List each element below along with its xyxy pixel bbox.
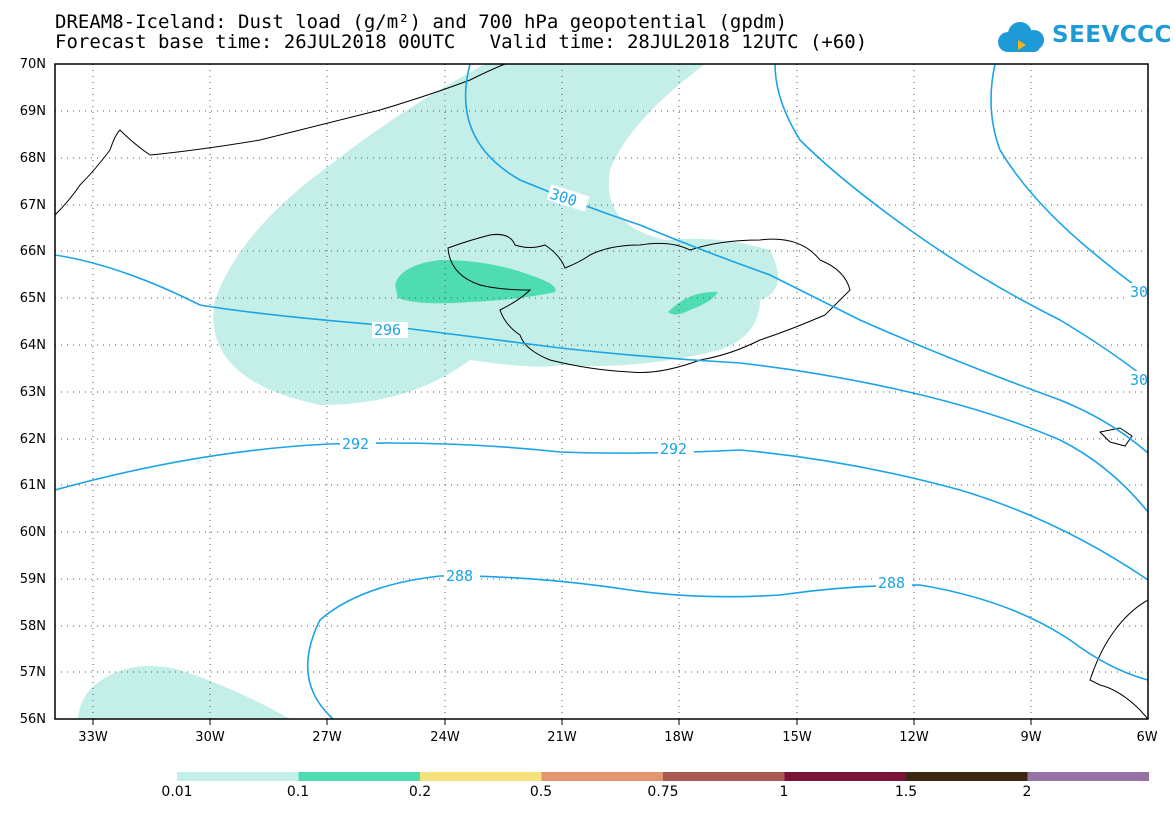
lat-label: 59N <box>19 572 46 587</box>
colorbar-label: 0.01 <box>161 784 193 800</box>
colorbar <box>177 772 1149 781</box>
lat-label: 68N <box>19 151 46 166</box>
colorbar-swatch <box>541 772 663 781</box>
colorbar-label: 0.2 <box>408 784 432 800</box>
contour-label-292-east: 292 <box>660 440 687 458</box>
lat-label: 66N <box>19 244 46 259</box>
colorbar-label: 0.5 <box>529 784 553 800</box>
lon-label: 33W <box>78 730 108 745</box>
map-frame <box>54 63 1149 720</box>
colorbar-swatch <box>298 772 420 781</box>
lon-label: 9W <box>1020 730 1042 745</box>
lon-label: 24W <box>430 730 460 745</box>
dust-area-medium-west <box>395 260 556 304</box>
colorbar-swatch <box>1027 772 1149 781</box>
lat-label: 62N <box>19 432 46 447</box>
contour-292 <box>55 442 1148 581</box>
lat-label: 56N <box>19 712 46 727</box>
contour-300-east <box>774 64 1148 381</box>
lat-label: 60N <box>19 525 46 540</box>
colorbar-label: 2 <box>1022 784 1032 800</box>
contour-label-300-edge-a: 30 <box>1130 283 1148 301</box>
colorbar-label: 1.5 <box>894 784 918 800</box>
contour-label-288-west: 288 <box>446 567 473 585</box>
lon-label: 6W <box>1136 730 1158 745</box>
contour-label-292-west: 292 <box>342 435 369 453</box>
lon-label: 18W <box>664 730 694 745</box>
colorbar-swatch <box>906 772 1028 781</box>
lon-label: 12W <box>899 730 929 745</box>
lat-label: 69N <box>19 104 46 119</box>
iceland-coast <box>447 234 851 373</box>
contour-288 <box>307 575 1148 719</box>
lon-label: 30W <box>195 730 225 745</box>
map-subtitle: Forecast base time: 26JUL2018 00UTC Vali… <box>55 31 868 53</box>
tick-marks <box>92 719 1032 725</box>
contour-300-far-east <box>990 64 1148 296</box>
greenland-coast <box>55 64 506 216</box>
dust-area-medium-east <box>668 291 718 315</box>
colorbar-label: 1 <box>779 784 789 800</box>
contour-label-288-east: 288 <box>878 574 905 592</box>
dust-area-light-south <box>78 666 290 719</box>
colorbar-swatch <box>663 772 785 781</box>
coastlines <box>55 64 1148 719</box>
lon-label: 21W <box>547 730 577 745</box>
grid-lines <box>55 64 1148 719</box>
logo-text: SEEVCCC <box>1052 22 1172 48</box>
lat-label: 70N <box>19 57 46 72</box>
contour-296 <box>55 254 1148 513</box>
colorbar-swatch <box>420 772 542 781</box>
map-title: DREAM8-Iceland: Dust load (g/m²) and 700… <box>55 11 788 33</box>
colorbar-swatch <box>784 772 906 781</box>
contour-label-296: 296 <box>374 321 401 339</box>
contour-300 <box>464 64 1148 454</box>
lon-label: 27W <box>312 730 342 745</box>
lat-label: 61N <box>19 478 46 493</box>
scotland-coast <box>1089 599 1148 719</box>
lon-label: 15W <box>782 730 812 745</box>
lat-label: 67N <box>19 198 46 213</box>
cloud-icon <box>998 22 1044 52</box>
colorbar-label: 0.75 <box>647 784 679 800</box>
colorbar-swatch <box>177 772 299 781</box>
contour-labels: 300 296 292 292 288 288 30 30 <box>340 184 1148 592</box>
lat-label: 63N <box>19 385 46 400</box>
lat-label: 65N <box>19 291 46 306</box>
lat-label: 64N <box>19 338 46 353</box>
geopotential-contours <box>55 64 1148 719</box>
colorbar-label: 0.1 <box>286 784 310 800</box>
contour-label-300-edge-b: 30 <box>1130 371 1148 389</box>
lat-label: 57N <box>19 665 46 680</box>
lat-label: 58N <box>19 619 46 634</box>
